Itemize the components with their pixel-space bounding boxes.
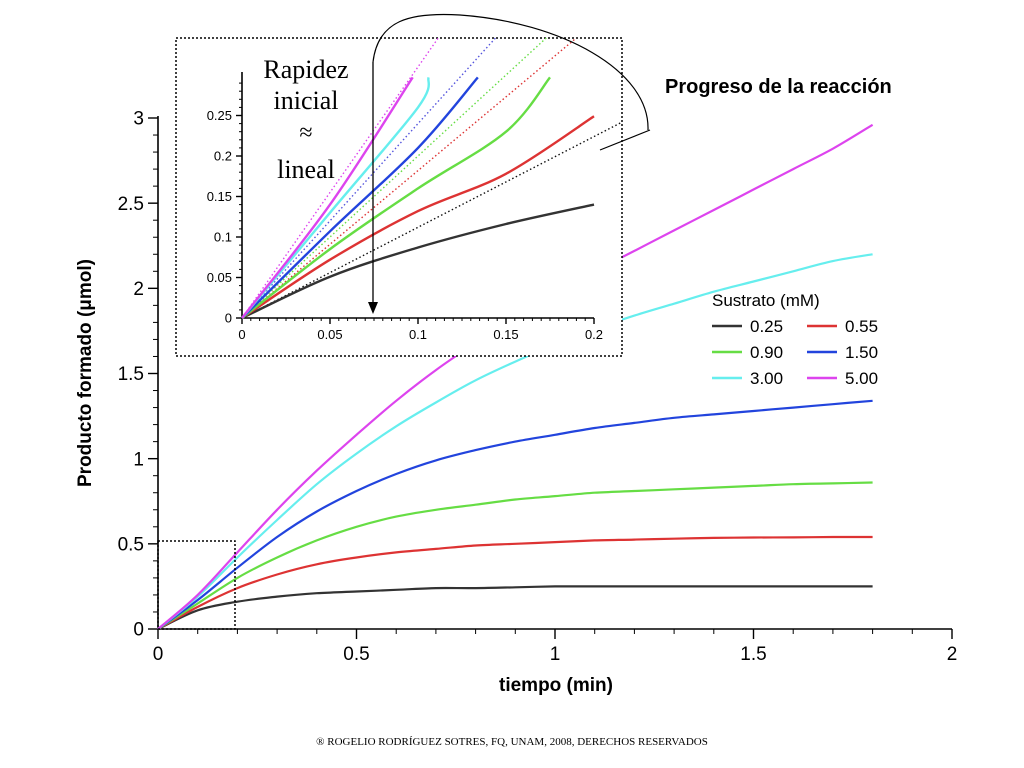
chart-title: Progreso de la reacción xyxy=(665,76,892,98)
inset-series-line-5.00 xyxy=(241,76,414,319)
x-tick-label: 1 xyxy=(550,644,561,665)
zoom-region-box xyxy=(157,540,236,630)
copyright-footer: ® ROGELIO RODRÍGUEZ SOTRES, FQ, UNAM, 20… xyxy=(316,736,708,748)
x-tick-label: 0 xyxy=(238,327,245,342)
y-tick-label: 0 xyxy=(225,311,232,326)
inset-frame xyxy=(175,37,623,357)
y-tick-label: 3 xyxy=(133,109,144,130)
series-line-3.00 xyxy=(157,253,873,630)
x-tick-label: 0 xyxy=(153,644,164,665)
y-tick-label: 0.15 xyxy=(207,189,232,204)
inset-series-line-0.55 xyxy=(241,115,595,320)
x-tick-label: 0.15 xyxy=(493,327,518,342)
y-tick-label: 0.2 xyxy=(214,149,232,164)
y-tick-label: 0.05 xyxy=(207,270,232,285)
rate-line-0.55 xyxy=(241,37,577,319)
rate-line-0.90 xyxy=(241,37,547,319)
x-tick-label: 0.05 xyxy=(317,327,342,342)
rate-line-5.00 xyxy=(241,37,439,319)
inset-series-line-0.90 xyxy=(241,76,551,319)
rate-line-0.25 xyxy=(241,121,623,319)
inset-axes: 0 0.05 0.1 0.15 0.2 0 0.05 0.1 0.15 0.2 0.25 xyxy=(207,72,603,342)
inset-curves xyxy=(241,76,595,320)
legend: Sustrato (mM) 0.25 0.55 0.90 1.50 3.00 5.00 xyxy=(712,291,878,388)
y-tick-label: 1.5 xyxy=(118,364,144,385)
x-tick-label: 1.5 xyxy=(740,644,766,665)
y-tick-label: 0.1 xyxy=(214,230,232,245)
series-line-0.55 xyxy=(157,535,873,630)
rate-line-1.50 xyxy=(241,37,497,319)
x-tick-label: 2 xyxy=(947,644,958,665)
y-tick-label: 2 xyxy=(133,279,144,300)
inset-rate-lines xyxy=(241,37,623,319)
annotation-line-2: inicial xyxy=(274,86,339,115)
time-arrow-head xyxy=(368,302,378,314)
main-axes: 0 0.5 1 1.5 2 0 0.5 1 1.5 2 2.5 3 xyxy=(118,109,958,665)
y-tick-label: 1 xyxy=(133,449,144,470)
series-line-0.90 xyxy=(157,481,873,630)
x-axis-label: tiempo (min) xyxy=(499,675,613,696)
y-axis-label: Producto formado (μmol) xyxy=(75,259,96,487)
inset-annotation: Rapidez inicial ≈ lineal xyxy=(263,55,348,184)
legend-label-5.00: 5.00 xyxy=(845,369,878,388)
x-tick-label: 0.5 xyxy=(343,644,369,665)
legend-label-1.50: 1.50 xyxy=(845,343,878,362)
inset-series-line-1.50 xyxy=(241,76,479,319)
legend-label-0.90: 0.90 xyxy=(750,343,783,362)
annotation-line-1: Rapidez xyxy=(263,55,348,84)
y-tick-label: 0.5 xyxy=(118,534,144,555)
inset-series-line-3.00 xyxy=(241,76,430,319)
x-tick-label: 0.2 xyxy=(585,327,603,342)
annotation-line-3: lineal xyxy=(277,155,335,184)
y-tick-label: 0 xyxy=(133,620,144,641)
legend-title: Sustrato (mM) xyxy=(712,291,820,310)
x-tick-label: 0.1 xyxy=(409,327,427,342)
series-line-1.50 xyxy=(157,399,873,630)
annotation-symbol: ≈ xyxy=(299,120,312,146)
callout-loop xyxy=(372,13,649,131)
inset-series-line-0.25 xyxy=(241,203,595,320)
y-tick-label: 2.5 xyxy=(118,194,144,215)
legend-label-3.00: 3.00 xyxy=(750,369,783,388)
series-line-0.25 xyxy=(157,585,873,630)
legend-label-0.55: 0.55 xyxy=(845,317,878,336)
legend-label-0.25: 0.25 xyxy=(750,317,783,336)
y-tick-label: 0.25 xyxy=(207,108,232,123)
callout-line xyxy=(599,129,651,151)
